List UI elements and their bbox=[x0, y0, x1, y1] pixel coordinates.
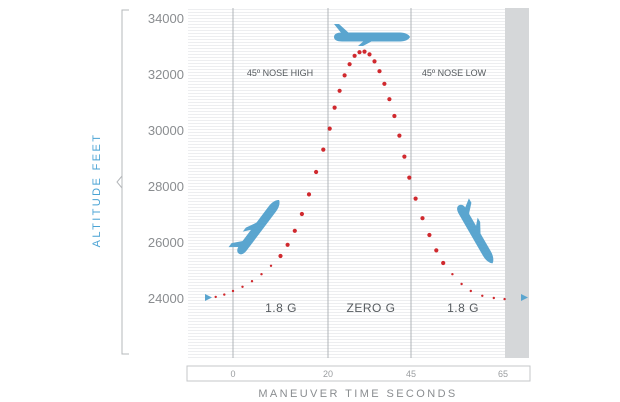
y-tick-label: 32000 bbox=[148, 67, 184, 82]
annotation-nose-low: 45º NOSE LOW bbox=[422, 68, 487, 78]
phase-dividers bbox=[232, 8, 412, 358]
trajectory-point bbox=[372, 59, 377, 64]
trajectory-point bbox=[397, 133, 402, 138]
trajectory-point bbox=[441, 260, 446, 266]
y-axis-label: ALTITUDE FEET bbox=[91, 133, 103, 248]
trajectory-point bbox=[223, 293, 226, 296]
x-axis-box bbox=[186, 365, 531, 382]
trajectory-point bbox=[392, 113, 397, 119]
x-axis-label: MANEUVER TIME SECONDS bbox=[258, 388, 457, 400]
x-tick-label: 65 bbox=[498, 369, 508, 379]
right-band bbox=[505, 8, 529, 358]
trajectory-point bbox=[469, 289, 472, 293]
plot-area bbox=[188, 8, 505, 358]
arrow-right-icon bbox=[521, 294, 528, 301]
trajectory-point bbox=[231, 289, 235, 293]
airplane-icon bbox=[457, 198, 494, 264]
y-tick-label: 26000 bbox=[148, 235, 184, 250]
trajectory-point bbox=[327, 126, 332, 131]
trajectory-point bbox=[407, 175, 412, 180]
phase-label: 1.8 G bbox=[447, 301, 479, 315]
y-axis-bracket bbox=[116, 9, 129, 355]
trajectory-point bbox=[402, 154, 407, 159]
trajectory-point bbox=[342, 73, 347, 78]
trajectory-point bbox=[321, 147, 326, 152]
trajectory-point bbox=[278, 253, 283, 259]
y-axis-ticks: 34000 32000 30000 28000 26000 24000 bbox=[148, 11, 184, 306]
y-tick-label: 30000 bbox=[148, 123, 184, 138]
trajectory-point bbox=[451, 273, 454, 276]
trajectory-point bbox=[241, 285, 244, 288]
trajectory-point bbox=[460, 282, 463, 286]
trajectory-point bbox=[357, 50, 362, 55]
trajectory-point bbox=[387, 97, 392, 102]
trajectory-point bbox=[503, 297, 506, 301]
trajectory-point bbox=[481, 294, 484, 297]
trajectory-point bbox=[214, 295, 217, 299]
trajectory-point bbox=[269, 264, 273, 267]
trajectory-point bbox=[332, 105, 337, 110]
x-tick-label: 45 bbox=[406, 369, 416, 379]
trajectory-point bbox=[434, 248, 439, 253]
trajectory-point bbox=[347, 62, 352, 67]
trajectory-point bbox=[306, 192, 312, 197]
trajectory-point bbox=[420, 216, 425, 221]
y-tick-label: 28000 bbox=[148, 179, 184, 194]
trajectory-point bbox=[382, 81, 387, 86]
trajectory-point bbox=[299, 211, 304, 217]
trajectory-point bbox=[362, 49, 367, 54]
trajectory-point bbox=[260, 273, 263, 276]
phase-label: ZERO G bbox=[346, 301, 395, 315]
y-tick-label: 34000 bbox=[148, 11, 184, 26]
trajectory-point bbox=[492, 296, 495, 300]
trajectory-point bbox=[285, 242, 290, 247]
trajectory-point bbox=[337, 88, 342, 93]
annotation-nose-high: 45º NOSE HIGH bbox=[247, 68, 313, 78]
trajectory-point bbox=[377, 69, 382, 74]
trajectory-point bbox=[250, 280, 254, 283]
airplane-icon bbox=[334, 24, 410, 46]
trajectory-point bbox=[314, 169, 319, 175]
trajectory-point bbox=[413, 196, 418, 201]
x-axis-ticks: 0 20 45 65 bbox=[230, 369, 508, 379]
arrow-right-icon bbox=[205, 294, 212, 301]
trajectory-point bbox=[352, 53, 357, 58]
trajectory-series bbox=[205, 49, 506, 301]
y-tick-label: 24000 bbox=[148, 291, 184, 306]
trajectory-point bbox=[292, 228, 297, 233]
phase-label: 1.8 G bbox=[265, 301, 297, 315]
airplane-icon bbox=[228, 199, 280, 255]
trajectory-point bbox=[367, 52, 372, 57]
x-tick-label: 20 bbox=[323, 369, 333, 379]
trajectory-point bbox=[427, 232, 432, 238]
x-tick-label: 0 bbox=[230, 369, 235, 379]
